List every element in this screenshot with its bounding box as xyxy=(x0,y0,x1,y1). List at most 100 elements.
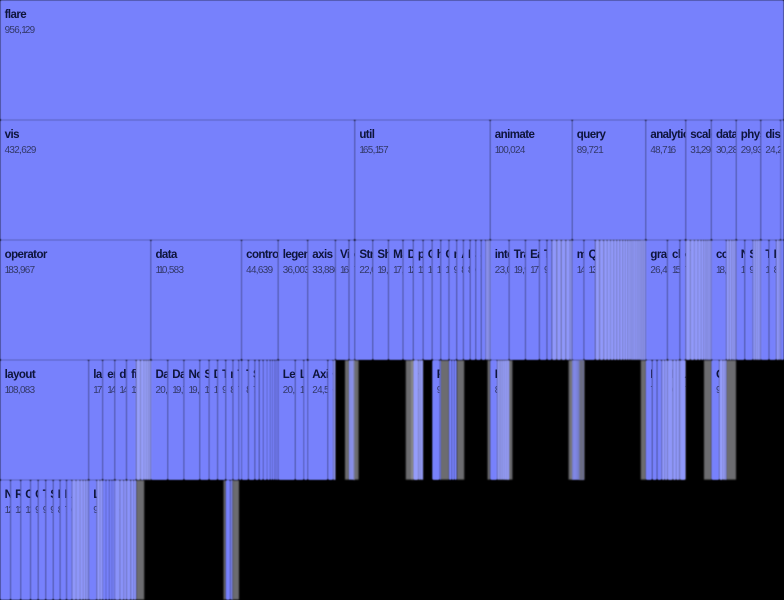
svg-text:19,382: 19,382 xyxy=(189,385,214,396)
svg-text:7,862: 7,862 xyxy=(253,385,275,396)
svg-text:20,544: 20,544 xyxy=(155,385,182,396)
svg-text:Displays: Displays xyxy=(408,249,451,261)
svg-text:8,217: 8,217 xyxy=(468,265,488,276)
svg-text:7,840: 7,840 xyxy=(650,385,673,396)
svg-text:14,219: 14,219 xyxy=(119,385,144,396)
svg-text:24,593: 24,593 xyxy=(312,385,339,396)
svg-text:36,003: 36,003 xyxy=(283,265,310,276)
svg-text:6,314: 6,314 xyxy=(119,505,140,516)
svg-text:NodeSprite: NodeSprite xyxy=(189,369,245,381)
svg-text:Interpolator: Interpolator xyxy=(495,369,553,381)
svg-text:7,011: 7,011 xyxy=(354,265,375,276)
svg-text:Transitioner: Transitioner xyxy=(514,249,574,261)
svg-text:Visualization: Visualization xyxy=(340,249,403,261)
svg-text:8,746: 8,746 xyxy=(495,385,518,396)
svg-text:Stats: Stats xyxy=(480,249,506,261)
svg-text:palette: palette xyxy=(418,249,451,261)
svg-text:7,881: 7,881 xyxy=(65,505,88,516)
svg-text:SelectionControl: SelectionControl xyxy=(253,369,337,381)
svg-text:DirtySprite: DirtySprite xyxy=(774,249,784,261)
svg-text:Data: Data xyxy=(155,369,179,381)
svg-text:Tween: Tween xyxy=(552,249,585,261)
svg-text:9,201: 9,201 xyxy=(544,265,567,276)
svg-text:432,629: 432,629 xyxy=(5,145,37,156)
svg-text:Easing: Easing xyxy=(530,249,565,261)
svg-text:14,326: 14,326 xyxy=(577,265,603,276)
svg-text:44,639: 44,639 xyxy=(246,265,273,276)
svg-text:MaxFlowMinCut: MaxFlowMinCut xyxy=(650,369,731,381)
svg-text:23,081: 23,081 xyxy=(495,265,522,276)
svg-text:events: events xyxy=(354,249,387,261)
svg-text:Tree: Tree xyxy=(238,369,260,381)
svg-text:render: render xyxy=(230,369,264,381)
svg-text:29,934: 29,934 xyxy=(741,145,768,156)
svg-text:analytics: analytics xyxy=(650,129,694,141)
svg-text:18,349: 18,349 xyxy=(716,265,742,276)
svg-text:9,121: 9,121 xyxy=(50,505,71,516)
svg-text:Transition: Transition xyxy=(544,249,594,261)
svg-text:converters: converters xyxy=(716,249,769,261)
svg-text:12,348: 12,348 xyxy=(15,505,41,516)
svg-text:15,207: 15,207 xyxy=(672,265,697,276)
svg-text:Shapes: Shapes xyxy=(377,249,415,261)
svg-text:9,930: 9,930 xyxy=(222,385,245,396)
svg-text:heap: heap xyxy=(437,249,462,261)
svg-text:AspectRatioBanker: AspectRatioBanker xyxy=(685,369,783,381)
svg-text:physics: physics xyxy=(741,129,780,141)
svg-text:Maths: Maths xyxy=(393,249,424,261)
svg-text:8,435: 8,435 xyxy=(246,385,269,396)
svg-text:12,870: 12,870 xyxy=(5,505,31,516)
svg-text:DataList: DataList xyxy=(172,369,214,381)
svg-text:9,956: 9,956 xyxy=(93,505,116,516)
svg-text:100,024: 100,024 xyxy=(495,145,526,156)
svg-text:31,294: 31,294 xyxy=(690,145,716,156)
svg-text:DataSprite: DataSprite xyxy=(214,369,266,381)
svg-text:math: math xyxy=(454,249,480,261)
svg-text:Sort: Sort xyxy=(475,249,497,261)
svg-text:filter: filter xyxy=(131,369,154,381)
svg-text:6,725: 6,725 xyxy=(71,505,94,516)
svg-text:operator: operator xyxy=(5,249,48,261)
svg-text:6,887: 6,887 xyxy=(475,265,497,276)
svg-text:HierarchicalCluster: HierarchicalCluster xyxy=(672,369,768,381)
svg-text:956,129: 956,129 xyxy=(5,25,36,36)
svg-text:legend: legend xyxy=(283,249,317,261)
svg-text:TextSprite: TextSprite xyxy=(765,249,784,261)
svg-text:Colors: Colors xyxy=(445,249,478,261)
svg-text:10,587: 10,587 xyxy=(437,265,462,276)
svg-text:10,066: 10,066 xyxy=(765,265,784,276)
svg-text:cluster: cluster xyxy=(672,249,707,261)
svg-text:7,074: 7,074 xyxy=(685,265,708,276)
svg-text:axis: axis xyxy=(312,249,332,261)
svg-text:Layout: Layout xyxy=(65,489,100,501)
svg-text:9,317: 9,317 xyxy=(35,505,55,516)
svg-text:30,284: 30,284 xyxy=(716,145,743,156)
svg-text:33,886: 33,886 xyxy=(312,265,339,276)
svg-text:9,983: 9,983 xyxy=(749,265,772,276)
svg-text:6,006: 6,006 xyxy=(552,265,575,276)
svg-text:FibonacciHeap: FibonacciHeap xyxy=(437,369,512,381)
svg-text:6,367: 6,367 xyxy=(418,385,440,396)
svg-text:Labeler: Labeler xyxy=(93,489,131,501)
svg-text:11,946: 11,946 xyxy=(418,265,442,276)
svg-text:graph: graph xyxy=(650,249,680,261)
svg-text:6,703: 6,703 xyxy=(332,385,355,396)
svg-text:9,346: 9,346 xyxy=(454,265,477,276)
svg-text:Geometry: Geometry xyxy=(428,249,478,261)
svg-text:6,714: 6,714 xyxy=(672,385,693,396)
svg-text:Strings: Strings xyxy=(359,249,395,261)
svg-text:NodeLinkTreeLayout: NodeLinkTreeLayout xyxy=(5,489,110,501)
svg-text:48,716: 48,716 xyxy=(650,145,676,156)
svg-text:19,118: 19,118 xyxy=(377,265,400,276)
svg-text:9,800: 9,800 xyxy=(716,385,739,396)
svg-text:110,583: 110,583 xyxy=(155,265,184,276)
svg-text:Dates: Dates xyxy=(468,249,497,261)
svg-text:RadialTreeLayout: RadialTreeLayout xyxy=(15,489,103,501)
svg-text:Axis: Axis xyxy=(312,369,334,381)
svg-text:scale: scale xyxy=(690,129,716,141)
svg-text:8,411: 8,411 xyxy=(58,505,79,516)
svg-text:17,010: 17,010 xyxy=(530,265,555,276)
svg-text:TreeMapLayout: TreeMapLayout xyxy=(43,489,121,501)
svg-text:ForceDirectedLayout: ForceDirectedLayout xyxy=(58,489,163,501)
svg-text:14,897: 14,897 xyxy=(107,385,132,396)
